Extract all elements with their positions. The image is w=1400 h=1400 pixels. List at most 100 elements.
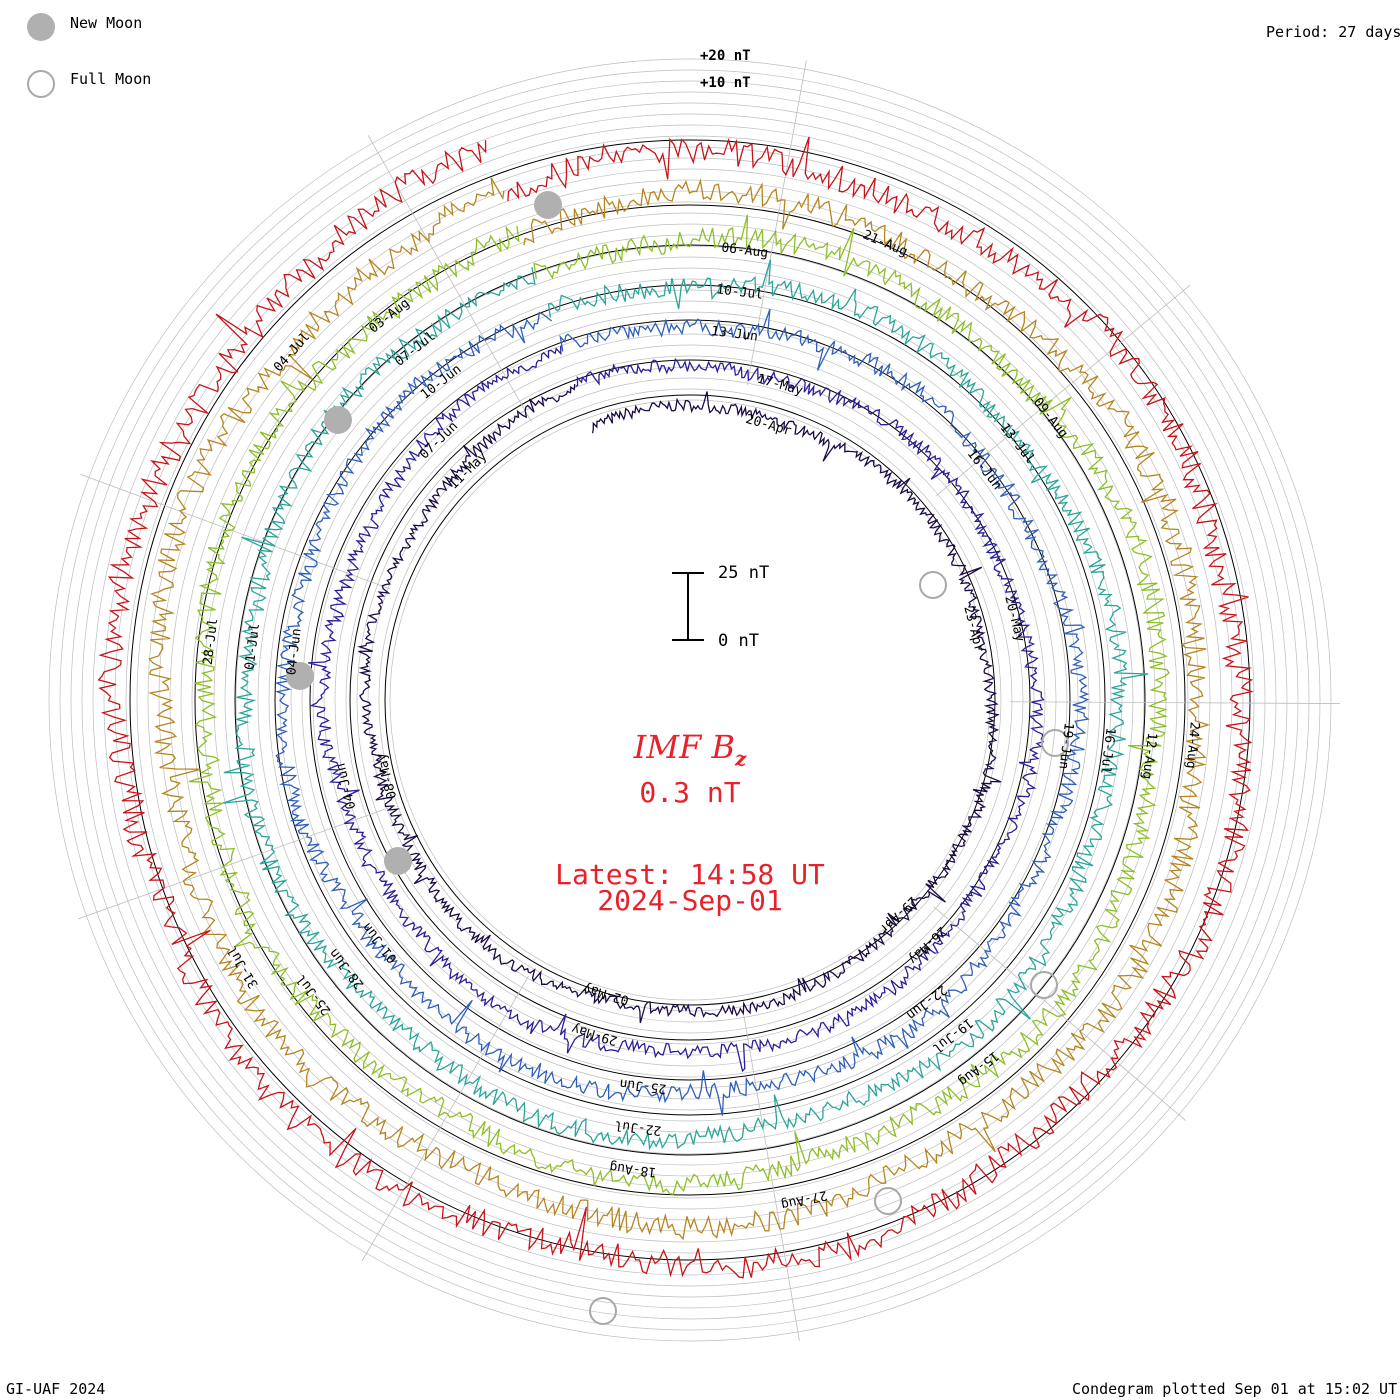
grid-circle <box>290 300 1090 1100</box>
grid-circle <box>169 179 1211 1221</box>
new-moon-icon <box>27 13 55 41</box>
tick-label: 22-Jul <box>614 1117 662 1138</box>
tick-label: 08-May <box>374 751 400 800</box>
series-ring-5 <box>148 177 1211 1241</box>
tick-label: 10-Jul <box>715 282 763 303</box>
credit-label: GI-UAF 2024 <box>6 1380 106 1398</box>
tick-label: 28-Jul <box>201 617 222 665</box>
outer-scale-label-10: +10 nT <box>700 75 751 91</box>
grid-circle <box>301 311 1079 1089</box>
tick-label: 12-Aug <box>1139 732 1160 780</box>
scale-bar-top-label: 25 nT <box>718 563 770 583</box>
grid-spoke <box>746 60 807 386</box>
parameter-name: IMF B <box>633 728 735 766</box>
grid-circle <box>70 80 1310 1320</box>
tick-label: 17-May <box>755 371 804 398</box>
tick-label: 29-May <box>570 1020 619 1047</box>
baseline-circle <box>194 204 1186 1196</box>
grid-circle <box>356 366 1024 1034</box>
grid-circle <box>312 322 1068 1078</box>
new-moon-marker <box>286 662 314 690</box>
latest-date: 2024-Sep-01 <box>597 884 783 917</box>
tick-label: 23-Apr <box>960 604 986 653</box>
current-value: 0.3 nT <box>639 776 741 809</box>
plotted-label: Condegram plotted Sep 01 at 15:02 UT <box>1072 1380 1398 1398</box>
grid-circle <box>158 168 1222 1232</box>
tick-label: 07-Jun <box>417 419 461 462</box>
full-moon-marker <box>874 1187 902 1215</box>
grid-circle <box>180 190 1200 1210</box>
tick-label: 13-Jul <box>997 421 1038 467</box>
grid-spoke <box>80 473 391 590</box>
full-moon-icon <box>27 70 55 98</box>
grid-circle <box>334 344 1046 1056</box>
grid-circle <box>81 91 1299 1309</box>
tick-label: 13-Jun <box>710 324 758 345</box>
grid-spoke <box>77 807 389 920</box>
new-moon-label: New Moon <box>70 14 143 32</box>
grid-circle <box>235 245 1145 1155</box>
grid-spoke <box>933 906 1186 1121</box>
tick-label: 16-Jun <box>964 447 1005 493</box>
baseline-circle <box>274 284 1106 1116</box>
grid-circle <box>202 212 1178 1188</box>
full-moon-marker <box>1041 729 1069 757</box>
grid-circle <box>59 69 1321 1331</box>
full-moon-label: Full Moon <box>70 70 152 88</box>
baseline-circle <box>349 359 1031 1041</box>
scale-bar-bottom-label: 0 nT <box>718 631 759 651</box>
grid-spoke <box>361 976 529 1262</box>
grid-circle <box>92 102 1288 1298</box>
series-ring-2 <box>274 308 1090 1116</box>
baseline-circle <box>309 319 1071 1081</box>
outer-scale-label-20: +20 nT <box>700 48 751 64</box>
grid-circle <box>103 113 1277 1287</box>
ring-grid <box>48 58 1340 1342</box>
tick-label: 16-Jul <box>1097 727 1118 775</box>
period-label: Period: 27 days <box>1266 23 1400 41</box>
grid-circle <box>257 267 1123 1133</box>
new-moon-marker <box>534 191 562 219</box>
baseline-circle <box>384 394 996 1006</box>
tick-label: 07-Jul <box>392 329 438 370</box>
grid-spoke <box>743 1015 800 1341</box>
tick-label: 27-Aug <box>779 1187 828 1212</box>
grid-circle <box>224 234 1156 1166</box>
parameter-title: IMF Bz <box>490 728 890 770</box>
grid-circle <box>345 355 1035 1045</box>
tick-label: 25-Jun <box>619 1075 667 1096</box>
tick-label: 20-May <box>1001 594 1027 643</box>
grid-circle <box>114 124 1266 1276</box>
grid-circle <box>48 58 1332 1342</box>
grid-circle <box>323 333 1057 1067</box>
series-layer <box>97 136 1254 1279</box>
grid-circle <box>191 201 1189 1199</box>
latest-time: Latest: 14:58 UT <box>555 858 825 891</box>
tick-label: 04-Jul <box>271 330 313 375</box>
new-moon-marker <box>324 406 352 434</box>
grid-spoke <box>935 284 1191 496</box>
grid-circle <box>367 377 1013 1023</box>
baseline-circle <box>129 139 1251 1261</box>
tick-label: 19-Jul <box>929 1015 975 1056</box>
series-ring-0 <box>357 384 1002 1024</box>
tick-label: 04-Jun <box>333 761 359 810</box>
grid-spoke <box>1009 701 1340 704</box>
tick-label: 19-Jun <box>1055 722 1076 770</box>
parameter-subscript: z <box>734 746 747 771</box>
tick-label: 06-Aug <box>721 241 769 262</box>
grid-circle <box>246 256 1134 1144</box>
series-ring-4 <box>188 214 1170 1196</box>
full-moon-marker <box>919 571 947 599</box>
tick-label: 01-Jul <box>242 622 263 670</box>
new-moon-marker <box>384 847 412 875</box>
baseline-circle <box>234 244 1146 1156</box>
grid-circle <box>279 289 1101 1111</box>
series-ring-1 <box>308 345 1045 1073</box>
grid-circle <box>125 135 1255 1265</box>
scale-bar <box>672 572 704 641</box>
grid-circle <box>147 157 1233 1243</box>
series-ring-3 <box>222 259 1149 1151</box>
full-moon-marker <box>589 1297 617 1325</box>
